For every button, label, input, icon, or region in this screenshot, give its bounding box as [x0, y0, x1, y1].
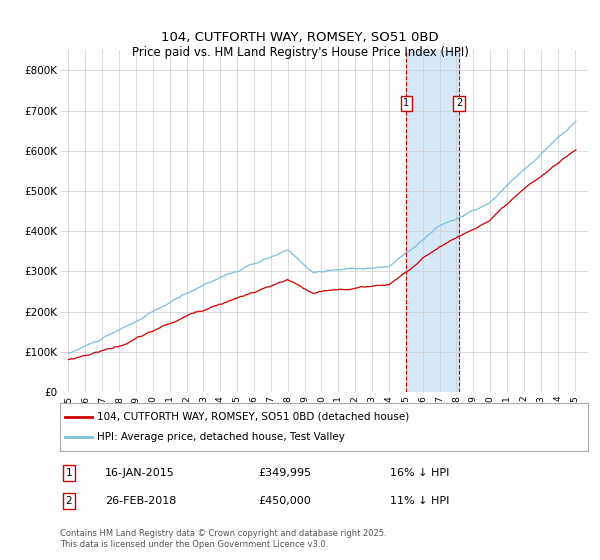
Text: 2: 2	[65, 496, 73, 506]
Text: 11% ↓ HPI: 11% ↓ HPI	[390, 496, 449, 506]
Text: 1: 1	[403, 99, 410, 108]
Text: HPI: Average price, detached house, Test Valley: HPI: Average price, detached house, Test…	[97, 432, 345, 442]
Text: 26-FEB-2018: 26-FEB-2018	[105, 496, 176, 506]
Text: £450,000: £450,000	[258, 496, 311, 506]
Bar	[406, 50, 459, 392]
Text: 2: 2	[456, 99, 462, 108]
Text: 104, CUTFORTH WAY, ROMSEY, SO51 0BD (detached house): 104, CUTFORTH WAY, ROMSEY, SO51 0BD (det…	[97, 412, 409, 422]
Text: £349,995: £349,995	[258, 468, 311, 478]
Text: Price paid vs. HM Land Registry's House Price Index (HPI): Price paid vs. HM Land Registry's House …	[131, 46, 469, 59]
Text: 1: 1	[65, 468, 73, 478]
Text: 104, CUTFORTH WAY, ROMSEY, SO51 0BD: 104, CUTFORTH WAY, ROMSEY, SO51 0BD	[161, 31, 439, 44]
Text: 16% ↓ HPI: 16% ↓ HPI	[390, 468, 449, 478]
Text: 16-JAN-2015: 16-JAN-2015	[105, 468, 175, 478]
Text: Contains HM Land Registry data © Crown copyright and database right 2025.
This d: Contains HM Land Registry data © Crown c…	[60, 529, 386, 549]
